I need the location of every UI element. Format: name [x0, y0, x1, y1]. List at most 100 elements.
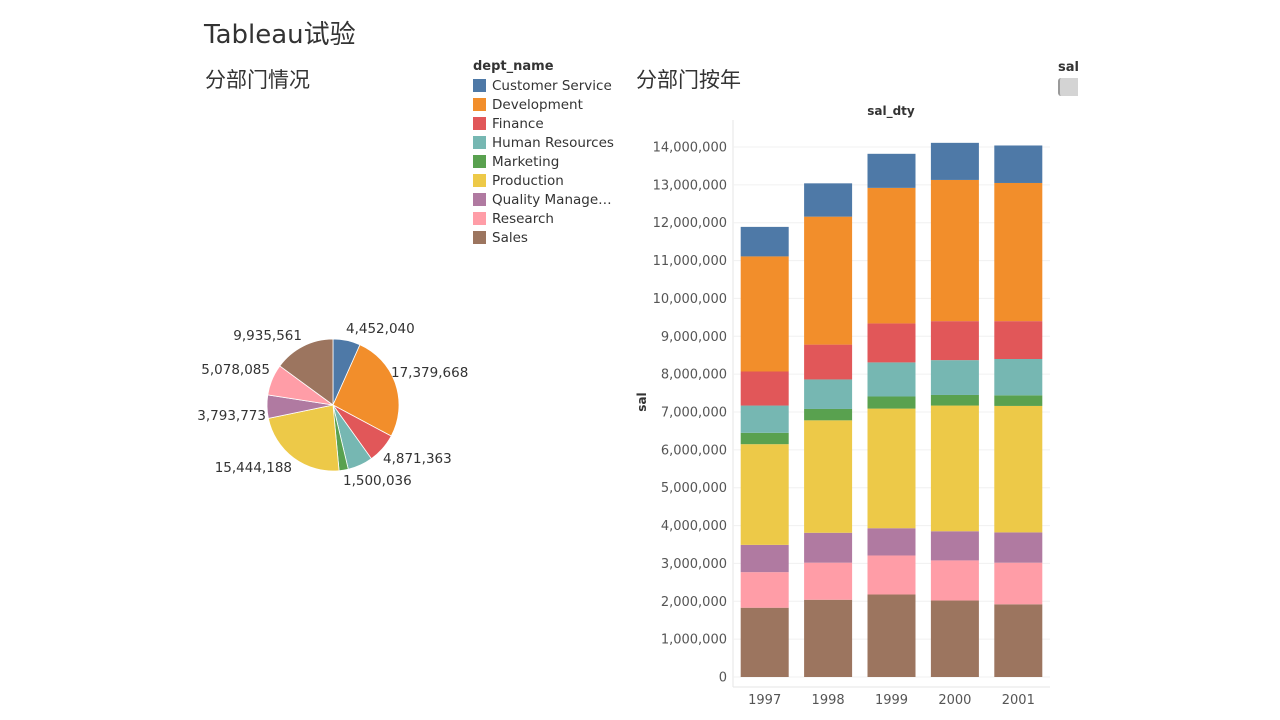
pie-label-development: 17,379,668	[391, 365, 468, 381]
bar-segment-1999-human-resources[interactable]	[867, 362, 916, 397]
pie-label-customer-service: 4,452,040	[346, 321, 415, 337]
legend-item-marketing[interactable]: Marketing	[473, 152, 622, 171]
y-axis-title: sal	[635, 392, 649, 411]
x-tick-label: 1999	[875, 693, 908, 708]
bar-segment-1999-finance[interactable]	[867, 323, 916, 363]
y-tick-label: 6,000,000	[661, 443, 727, 458]
bar-segment-1997-customer-service[interactable]	[740, 226, 789, 257]
bar-sheet-title: 分部门按年	[636, 68, 741, 92]
legend-swatch	[473, 79, 486, 92]
y-tick-label: 10,000,000	[653, 292, 727, 307]
pie-label-quality-management: 3,793,773	[197, 408, 266, 424]
bar-segment-2001-quality-management[interactable]	[994, 532, 1043, 563]
legend-item-development[interactable]: Development	[473, 95, 622, 114]
bar-segment-1999-development[interactable]	[867, 187, 916, 324]
bar-segment-1997-finance[interactable]	[740, 371, 789, 406]
legend-item-research[interactable]: Research	[473, 209, 622, 228]
bar-segment-2001-marketing[interactable]	[994, 395, 1043, 406]
bar-segment-2001-research[interactable]	[994, 562, 1043, 605]
bar-segment-1999-production[interactable]	[867, 408, 916, 529]
legend-swatch	[473, 117, 486, 130]
bar-segment-1997-production[interactable]	[740, 444, 789, 545]
x-tick-label: 2001	[1002, 693, 1035, 708]
sal-legend: sal	[1058, 60, 1079, 96]
legend-swatch	[473, 193, 486, 206]
legend-swatch	[473, 174, 486, 187]
bar-segment-2000-quality-management[interactable]	[930, 531, 979, 561]
bar-segment-1997-human-resources[interactable]	[740, 405, 789, 433]
bar-segment-2001-human-resources[interactable]	[994, 359, 1043, 396]
bar-segment-1999-research[interactable]	[867, 555, 916, 595]
bar-segment-2000-sales[interactable]	[930, 600, 979, 677]
legend-swatch	[473, 98, 486, 111]
x-tick-label: 1998	[812, 693, 845, 708]
y-tick-label: 9,000,000	[661, 330, 727, 345]
bar-segment-1997-quality-management[interactable]	[740, 544, 789, 573]
bar-segment-1998-research[interactable]	[804, 562, 853, 600]
pie-label-research: 5,078,085	[201, 362, 270, 378]
y-tick-label: 2,000,000	[661, 595, 727, 610]
bar-segment-1998-human-resources[interactable]	[804, 379, 853, 409]
bar-segment-2000-human-resources[interactable]	[930, 360, 979, 395]
bar-segment-1998-development[interactable]	[804, 216, 853, 345]
bar-segment-2000-production[interactable]	[930, 405, 979, 532]
y-tick-label: 0	[719, 671, 727, 686]
y-tick-label: 3,000,000	[661, 557, 727, 572]
bar-chart-header: sal_dty	[867, 104, 915, 119]
bar-segment-1999-sales[interactable]	[867, 594, 916, 677]
bar-segment-1998-customer-service[interactable]	[804, 183, 853, 217]
pie-slice-sales[interactable]	[279, 338, 334, 406]
x-tick-label: 1997	[748, 693, 781, 708]
bar-segment-1999-marketing[interactable]	[867, 396, 916, 409]
bar-segment-1999-customer-service[interactable]	[867, 153, 916, 188]
pie-label-finance: 4,871,363	[383, 451, 452, 467]
y-tick-label: 5,000,000	[661, 481, 727, 496]
legend-swatch	[473, 136, 486, 149]
bar-segment-1997-marketing[interactable]	[740, 432, 789, 445]
legend-swatch	[473, 212, 486, 225]
bar-segment-2001-development[interactable]	[994, 182, 1043, 322]
y-tick-label: 8,000,000	[661, 368, 727, 383]
bar-segment-2000-research[interactable]	[930, 560, 979, 601]
bar-segment-2000-marketing[interactable]	[930, 394, 979, 406]
sal-legend-title: sal	[1058, 60, 1079, 75]
bar-segment-1997-development[interactable]	[740, 256, 789, 372]
bar-segment-2001-customer-service[interactable]	[994, 145, 1043, 183]
bar-segment-1998-quality-management[interactable]	[804, 532, 853, 563]
legend-item-human-resources[interactable]: Human Resources	[473, 133, 622, 152]
y-tick-label: 4,000,000	[661, 519, 727, 534]
bar-segment-2000-development[interactable]	[930, 179, 979, 322]
bar-segment-2000-finance[interactable]	[930, 321, 979, 361]
pie-slice-development[interactable]	[332, 344, 400, 437]
bar-segment-1999-quality-management[interactable]	[867, 528, 916, 556]
bar-segment-2001-sales[interactable]	[994, 604, 1043, 677]
bar-segment-2000-customer-service[interactable]	[930, 142, 979, 180]
y-tick-label: 13,000,000	[653, 178, 727, 193]
bar-segment-1997-sales[interactable]	[740, 607, 789, 677]
y-tick-label: 14,000,000	[653, 141, 727, 156]
legend-item-production[interactable]: Production	[473, 171, 622, 190]
bar-segment-1998-production[interactable]	[804, 420, 853, 533]
legend-item-sales[interactable]: Sales	[473, 228, 622, 247]
y-tick-label: 1,000,000	[661, 633, 727, 648]
legend-swatch	[473, 155, 486, 168]
bar-segment-2001-production[interactable]	[994, 405, 1043, 533]
bar-segment-1998-marketing[interactable]	[804, 408, 853, 421]
legend-swatch	[473, 231, 486, 244]
bar-segment-2001-finance[interactable]	[994, 321, 1043, 359]
sal-legend-swatch[interactable]	[1058, 78, 1078, 96]
y-tick-label: 11,000,000	[653, 254, 727, 269]
y-tick-label: 12,000,000	[653, 216, 727, 231]
bar-segment-1997-research[interactable]	[740, 572, 789, 608]
bar-segment-1998-finance[interactable]	[804, 344, 853, 380]
legend-item-quality-manageme[interactable]: Quality Manageme..	[473, 190, 622, 209]
x-tick-label: 2000	[938, 693, 971, 708]
legend-item-finance[interactable]: Finance	[473, 114, 622, 133]
pie-slice-production[interactable]	[267, 404, 340, 472]
pie-label-sales: 9,935,561	[233, 328, 302, 344]
dept-legend: dept_name Customer Service Development Fin…	[473, 59, 622, 247]
legend-title: dept_name	[473, 59, 554, 74]
legend-item-customer-service[interactable]: Customer Service	[473, 76, 622, 95]
bar-segment-1998-sales[interactable]	[804, 599, 853, 677]
